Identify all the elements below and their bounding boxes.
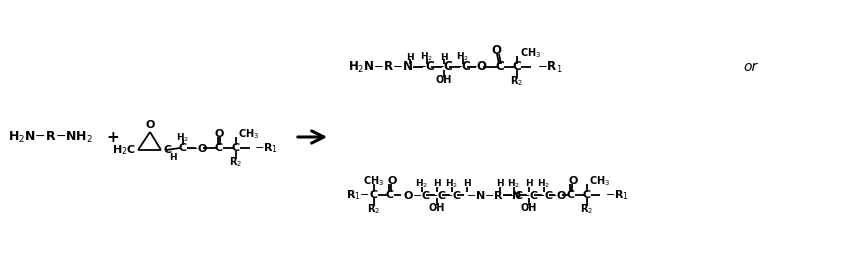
Text: C: C bbox=[513, 60, 521, 74]
Text: $-$R$_1$: $-$R$_1$ bbox=[254, 141, 278, 155]
Text: OH: OH bbox=[520, 203, 537, 213]
Text: OH: OH bbox=[429, 203, 445, 213]
Text: $-$C: $-$C bbox=[416, 60, 436, 74]
Text: CH$_3$: CH$_3$ bbox=[520, 46, 541, 60]
Text: H: H bbox=[406, 52, 413, 61]
Text: $-$C: $-$C bbox=[428, 189, 447, 201]
Text: $-$C: $-$C bbox=[434, 60, 454, 74]
Text: H: H bbox=[440, 52, 447, 61]
Text: O: O bbox=[214, 129, 223, 139]
Text: H: H bbox=[464, 180, 471, 189]
Text: O: O bbox=[145, 120, 155, 130]
Text: H: H bbox=[169, 154, 177, 163]
Text: C: C bbox=[386, 190, 394, 200]
Text: O: O bbox=[568, 176, 577, 186]
Text: $-$C: $-$C bbox=[442, 189, 461, 201]
Text: H$_2$: H$_2$ bbox=[446, 178, 458, 190]
Text: R$_2$: R$_2$ bbox=[229, 155, 243, 169]
Text: CH$_3$: CH$_3$ bbox=[363, 174, 385, 188]
Text: $-$C: $-$C bbox=[504, 189, 523, 201]
Text: H$_2$: H$_2$ bbox=[177, 132, 189, 144]
Text: R$_2$: R$_2$ bbox=[510, 74, 524, 88]
Text: H$_2$: H$_2$ bbox=[537, 178, 550, 190]
Text: R$_2$: R$_2$ bbox=[581, 202, 593, 216]
Text: C: C bbox=[164, 145, 172, 155]
Text: H$_2$: H$_2$ bbox=[508, 178, 520, 190]
Text: CH$_3$: CH$_3$ bbox=[589, 174, 610, 188]
Text: $-$O: $-$O bbox=[188, 142, 208, 154]
Text: C: C bbox=[583, 190, 591, 200]
Text: $-$C: $-$C bbox=[520, 189, 538, 201]
Text: H: H bbox=[433, 180, 441, 189]
Text: C: C bbox=[215, 143, 223, 153]
Text: or: or bbox=[743, 60, 757, 74]
Text: CH$_3$: CH$_3$ bbox=[238, 127, 259, 141]
Text: R$_1$$-$C: R$_1$$-$C bbox=[346, 188, 379, 202]
Text: R$_2$: R$_2$ bbox=[368, 202, 380, 216]
Text: +: + bbox=[107, 130, 120, 144]
Text: C: C bbox=[232, 143, 240, 153]
Text: H$_2$C: H$_2$C bbox=[112, 143, 136, 157]
Text: O$-$C: O$-$C bbox=[403, 189, 431, 201]
Text: $-$O: $-$O bbox=[468, 60, 489, 74]
Text: $-$C: $-$C bbox=[453, 60, 472, 74]
Text: H$_2$: H$_2$ bbox=[415, 178, 429, 190]
Text: C: C bbox=[496, 60, 504, 74]
Text: O: O bbox=[491, 44, 501, 58]
Text: OH: OH bbox=[436, 75, 453, 85]
Text: H$_2$N$-$R$-$N: H$_2$N$-$R$-$N bbox=[348, 59, 413, 75]
Text: $-$R$_1$: $-$R$_1$ bbox=[537, 59, 563, 75]
Text: H$_2$N$-$R$-$NH$_2$: H$_2$N$-$R$-$NH$_2$ bbox=[8, 130, 93, 144]
Text: H$_2$: H$_2$ bbox=[420, 51, 434, 63]
Text: $-$R$_1$: $-$R$_1$ bbox=[605, 188, 629, 202]
Text: $-$O: $-$O bbox=[547, 189, 567, 201]
Text: C: C bbox=[179, 143, 187, 153]
Text: $-$C: $-$C bbox=[535, 189, 554, 201]
Text: C: C bbox=[567, 190, 575, 200]
Text: H: H bbox=[496, 180, 503, 189]
Text: $-$N$-$R$-$N: $-$N$-$R$-$N bbox=[466, 189, 522, 201]
Text: H$_2$: H$_2$ bbox=[457, 51, 469, 63]
Text: O: O bbox=[387, 176, 396, 186]
Text: H: H bbox=[526, 180, 533, 189]
